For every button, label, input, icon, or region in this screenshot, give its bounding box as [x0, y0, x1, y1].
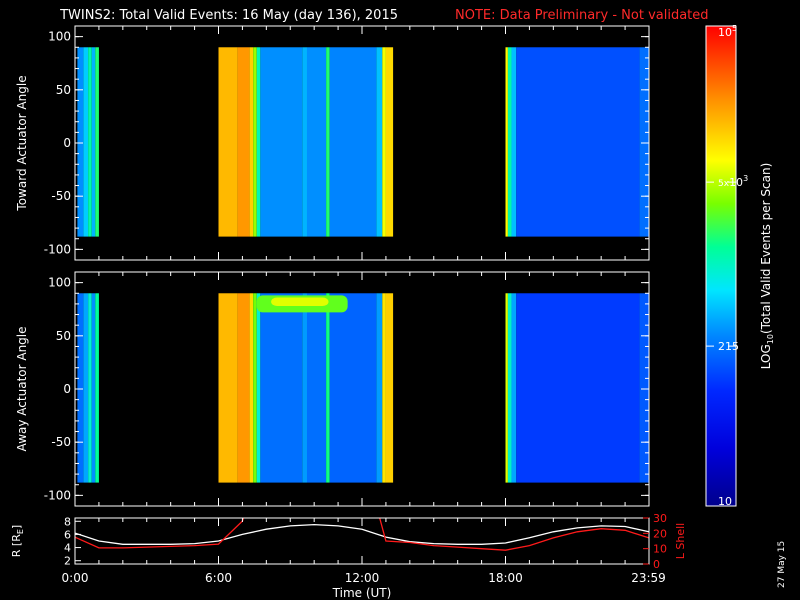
- toward-panel: 100 50 0 -50 -100: [44, 25, 650, 261]
- date-stamp: 27 May 15: [777, 541, 787, 588]
- lshell-tick-label: 0: [653, 558, 660, 571]
- heatmap-band: [249, 47, 254, 237]
- x-axis-label: Time (UT): [332, 586, 392, 600]
- heatmap-band: [88, 47, 92, 237]
- y-tick-label: 50: [56, 83, 71, 97]
- y-tick-label: -100: [44, 488, 71, 502]
- heatmap-band: [306, 47, 327, 237]
- heatmap-band: [326, 293, 330, 483]
- heatmap-band: [95, 47, 99, 237]
- y-tick-label: -50: [51, 189, 71, 203]
- colorbar-tick-label: 215: [718, 340, 739, 353]
- heatmap-band: [302, 47, 307, 237]
- heatmap-band: [253, 47, 257, 237]
- heatmap-band: [91, 293, 96, 483]
- colorbar: 105 5x103 215 10 LOG10(Total Valid Events p…: [705, 24, 775, 508]
- heatmap-band: [88, 293, 92, 483]
- lshell-tick-label: 10: [653, 543, 667, 556]
- heatmap-band: [329, 47, 377, 237]
- y-tick-label: 100: [48, 276, 71, 290]
- y-tick-label: -100: [44, 242, 71, 256]
- heatmap-band: [77, 47, 84, 237]
- heatmap-band: [511, 293, 517, 483]
- x-tick-label: 12:00: [345, 571, 380, 585]
- preliminary-note: NOTE: Data Preliminary - Not validated: [455, 8, 709, 23]
- heatmap-band: [83, 293, 89, 483]
- heatmap-band: [516, 47, 640, 237]
- heatmap-band: [302, 293, 307, 483]
- heatmap-band: [260, 47, 303, 237]
- heatmap-band: [256, 47, 261, 237]
- heatmap-band: [376, 47, 383, 237]
- r-tick-label: 8: [64, 515, 71, 528]
- heatmap-band: [639, 47, 649, 237]
- heatmap-band: [382, 47, 386, 237]
- x-tick-label: 6:00: [205, 571, 232, 585]
- heatmap-band: [639, 293, 649, 483]
- lshell-tick-label: 30: [653, 512, 667, 525]
- heatmap-cells: [77, 47, 649, 237]
- heatmap-band: [376, 293, 383, 483]
- away-panel: 100 50 0 -50 -100: [44, 271, 650, 507]
- x-tick-labels: 0:00 6:00 12:00 18:00 23:59: [62, 571, 666, 585]
- series-line-right: [379, 518, 649, 551]
- colorbar-tick-label: 10: [718, 495, 732, 508]
- toward-ylabel: Toward Actuator Angle: [15, 75, 29, 211]
- heatmap-band: [260, 293, 303, 483]
- heatmap-band: [83, 47, 89, 237]
- heatmap-band: [218, 47, 238, 237]
- heatmap-band: [385, 47, 394, 237]
- lshell-tick-label: 20: [653, 527, 667, 540]
- heatmap-band: [91, 47, 96, 237]
- r-tick-label: 6: [64, 528, 71, 541]
- heatmap-band: [505, 293, 508, 483]
- heatmap-band: [237, 293, 250, 483]
- heatmap-band: [95, 293, 99, 483]
- orbit-lines: [75, 518, 649, 551]
- heatmap-band: [237, 47, 250, 237]
- y-tick-label: 0: [63, 136, 71, 150]
- x-tick-label: 23:59: [631, 571, 666, 585]
- heatmap-band: [516, 293, 640, 483]
- heatmap-band: [256, 293, 261, 483]
- heatmap-band: [306, 293, 327, 483]
- r-axis-label: R [RE]: [10, 525, 25, 557]
- heatmap-band: [249, 293, 254, 483]
- colorbar-tick-label: 5x103: [718, 174, 748, 189]
- away-ylabel: Away Actuator Angle: [15, 326, 29, 451]
- heatmap-band: [326, 47, 330, 237]
- heatmap-band: [385, 293, 394, 483]
- heatmap-band: [329, 293, 377, 483]
- colorbar-tick-label: 105: [718, 24, 737, 39]
- heatmap-band: [253, 293, 257, 483]
- heatmap-band: [218, 293, 238, 483]
- series-line-right: [75, 518, 245, 549]
- lshell-axis-label: L Shell: [674, 523, 687, 559]
- y-tick-label: 0: [63, 382, 71, 396]
- heatmap-band: [511, 47, 517, 237]
- colorbar-label: LOG10(Total Valid Events per Scan): [759, 163, 775, 370]
- heatmap-band: [507, 293, 512, 483]
- colorbar-scale: [705, 25, 737, 507]
- r-tick-label: 4: [64, 542, 71, 555]
- y-tick-label: 100: [48, 30, 71, 44]
- heatmap-band: [505, 47, 508, 237]
- heatmap-cells: [77, 293, 649, 483]
- heatmap-band: [77, 293, 84, 483]
- y-tick-label: -50: [51, 435, 71, 449]
- y-tick-label: 50: [56, 329, 71, 343]
- x-tick-label: 0:00: [62, 571, 89, 585]
- x-tick-label: 18:00: [488, 571, 523, 585]
- heatmap-band: [507, 47, 512, 237]
- heatmap-band: [382, 293, 386, 483]
- series-line-left: [75, 523, 649, 545]
- plot-title: TWINS2: Total Valid Events: 16 May (day …: [59, 8, 398, 23]
- colorbar-ticks: 105 5x103 215 10: [706, 24, 748, 508]
- r-tick-label: 2: [64, 555, 71, 568]
- heatmap-patch: [271, 297, 329, 307]
